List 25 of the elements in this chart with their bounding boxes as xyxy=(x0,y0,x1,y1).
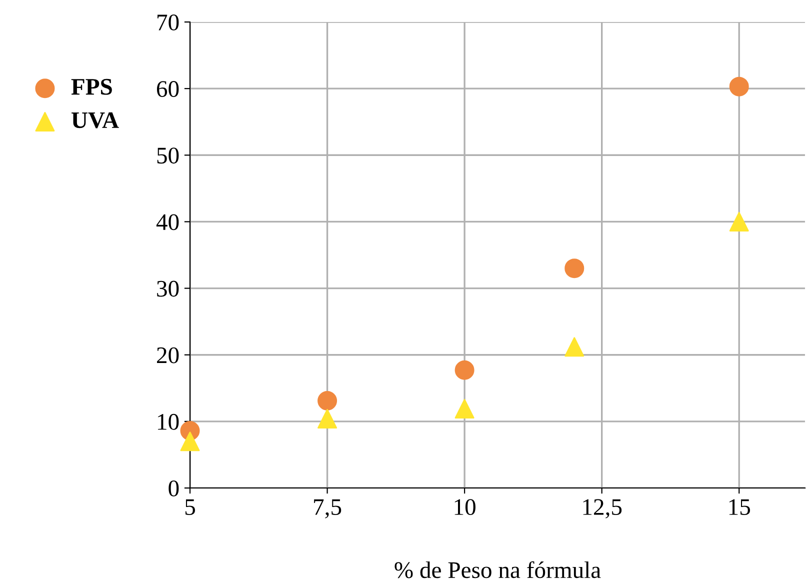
point xyxy=(564,337,584,357)
y-tick-label: 0 xyxy=(168,480,179,496)
point xyxy=(454,399,474,419)
x-tick-label: 5 xyxy=(185,499,195,516)
point xyxy=(729,76,749,96)
y-tick-label: 30 xyxy=(157,280,179,297)
x-axis-title: % de Peso na fórmula xyxy=(394,561,601,578)
y-tick-label: 50 xyxy=(157,148,179,164)
legend-label: FPS xyxy=(71,78,112,95)
point xyxy=(180,432,200,452)
y-tick-label: 60 xyxy=(156,81,179,97)
y-tick-label: 70 xyxy=(158,14,179,30)
point xyxy=(729,212,749,232)
point xyxy=(318,409,338,429)
point xyxy=(564,258,584,278)
y-tick-label: 20 xyxy=(157,347,179,364)
x-tick-label: 12,5 xyxy=(583,499,622,518)
point xyxy=(454,360,474,380)
x-tick-label: 15 xyxy=(729,499,750,516)
x-tick-label: 7,5 xyxy=(314,499,342,518)
y-tick-label: 10 xyxy=(158,414,179,430)
legend-label: UVA xyxy=(72,112,119,128)
y-tick-label: 40 xyxy=(156,214,179,230)
point xyxy=(318,391,338,411)
x-tick-label: 10 xyxy=(454,499,476,516)
